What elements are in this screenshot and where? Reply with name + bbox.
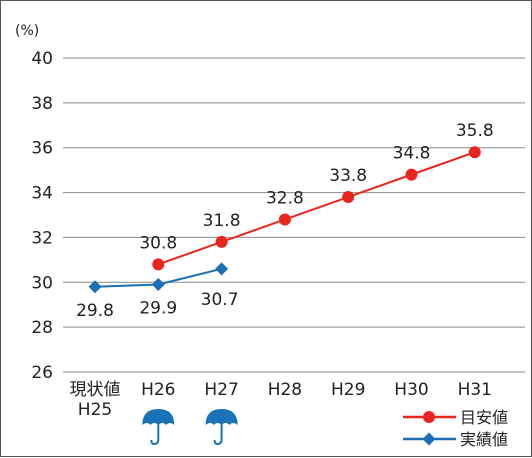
- y-tick-label: 38: [31, 94, 53, 114]
- x-tick-label: 現状値: [70, 380, 121, 400]
- data-label: 29.9: [139, 299, 177, 319]
- data-point: [468, 146, 481, 159]
- x-tick-label: H29: [331, 380, 365, 400]
- data-label: 33.8: [329, 166, 367, 186]
- x-tick-label: H28: [268, 380, 302, 400]
- data-point: [342, 191, 355, 204]
- series-layer: [88, 146, 481, 294]
- data-label: 34.8: [393, 144, 431, 164]
- legend-marker: [422, 432, 436, 446]
- umbrella-icon: [142, 409, 175, 446]
- data-point: [88, 280, 102, 294]
- data-point: [278, 213, 291, 226]
- y-tick-label: 28: [31, 318, 53, 338]
- data-label: 30.8: [139, 233, 177, 253]
- x-tick-label-line2: H25: [78, 400, 112, 420]
- data-point: [215, 262, 229, 276]
- data-point: [151, 278, 165, 292]
- series-line: [157, 151, 476, 266]
- y-unit-label: (%): [15, 23, 39, 39]
- data-point: [405, 168, 418, 181]
- x-tick-label: H31: [458, 380, 492, 400]
- y-tick-label: 30: [31, 273, 53, 293]
- x-tick-label: H26: [141, 380, 175, 400]
- x-tick-label: H27: [204, 380, 238, 400]
- legend-label: 目安値: [460, 408, 508, 427]
- data-label: 35.8: [456, 121, 494, 141]
- grid-layer: [63, 57, 525, 373]
- data-label: 31.8: [203, 211, 241, 231]
- y-tick-label: 40: [31, 49, 53, 69]
- icon-layer: [142, 409, 238, 446]
- umbrella-icon: [205, 409, 238, 446]
- y-tick-label: 26: [31, 363, 53, 383]
- data-label: 29.8: [76, 301, 114, 321]
- y-tick-label: 36: [31, 139, 53, 159]
- data-point: [215, 235, 228, 248]
- y-tick-labels: 26 28 30 32 34 36 38 40: [31, 49, 53, 383]
- y-tick-label: 34: [31, 184, 53, 204]
- data-labels: 30.8 31.8 32.8 33.8 34.8 35.8 29.8 29.9 30.7: [76, 121, 494, 321]
- y-tick-label: 32: [31, 228, 53, 248]
- data-label: 32.8: [266, 188, 304, 208]
- data-point: [152, 258, 165, 271]
- data-label: 30.7: [201, 290, 239, 310]
- x-tick-label: H30: [394, 380, 428, 400]
- legend-label: 実績値: [460, 430, 508, 449]
- legend-marker: [423, 411, 435, 423]
